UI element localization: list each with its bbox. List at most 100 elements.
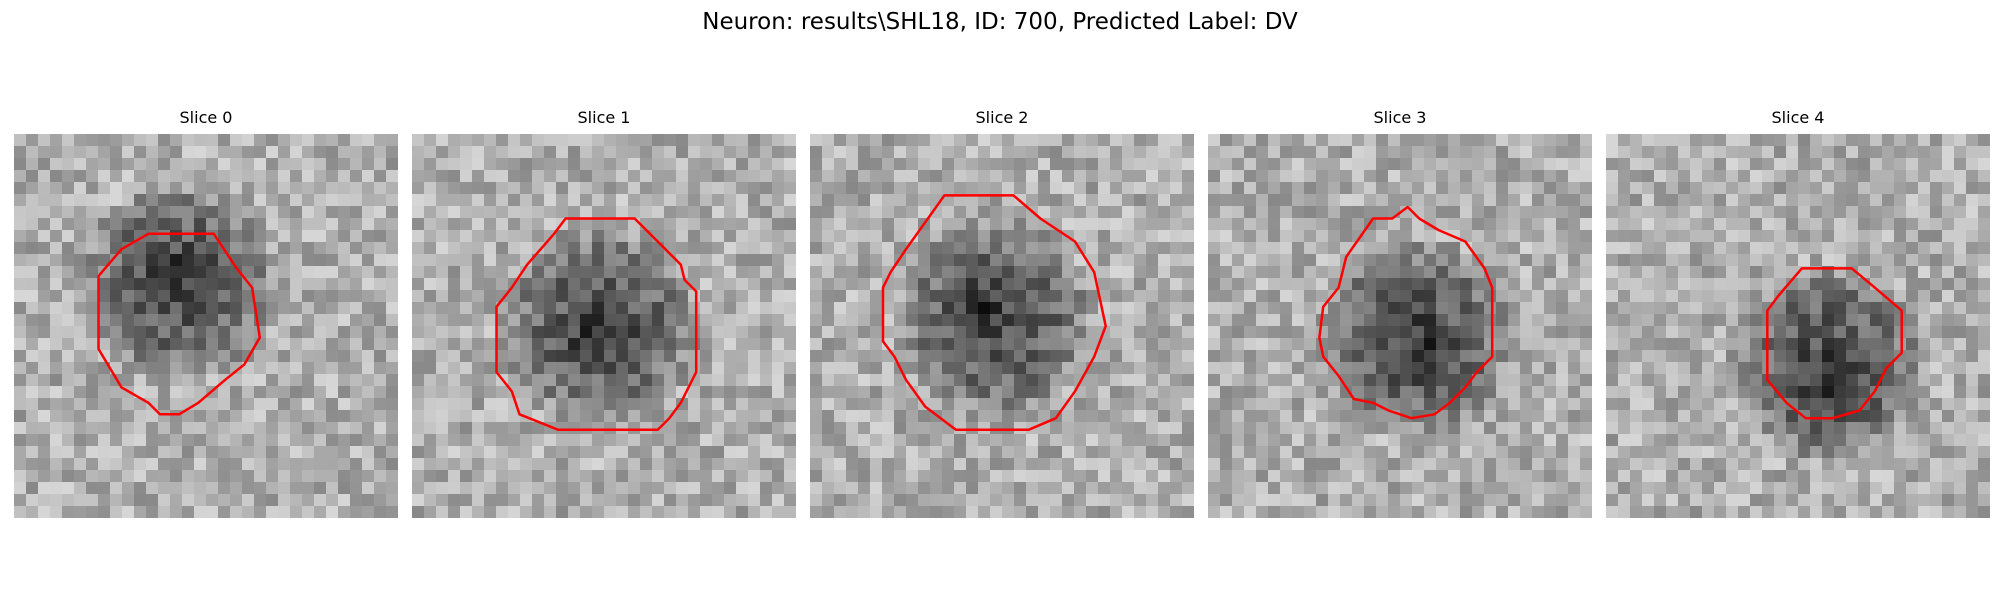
pixel xyxy=(98,434,111,447)
pixel xyxy=(1786,434,1799,447)
pixel xyxy=(748,422,761,435)
pixel xyxy=(568,242,581,255)
pixel xyxy=(1014,254,1027,267)
pixel xyxy=(532,290,545,303)
pixel xyxy=(918,338,931,351)
pixel xyxy=(242,302,255,315)
pixel xyxy=(338,290,351,303)
pixel xyxy=(1786,302,1799,315)
pixel xyxy=(966,410,979,423)
pixel xyxy=(472,206,485,219)
pixel xyxy=(278,266,291,279)
pixel xyxy=(1220,302,1233,315)
pixel xyxy=(1918,434,1931,447)
pixel xyxy=(1532,182,1545,195)
pixel xyxy=(338,362,351,375)
pixel xyxy=(1134,194,1147,207)
pixel xyxy=(1110,482,1123,495)
pixel xyxy=(1232,338,1245,351)
pixel xyxy=(1750,374,1763,387)
pixel xyxy=(182,134,195,147)
pixel xyxy=(1774,386,1787,399)
pixel xyxy=(1364,494,1377,507)
pixel xyxy=(1822,338,1835,351)
pixel xyxy=(918,182,931,195)
pixel xyxy=(1256,458,1269,471)
pixel xyxy=(74,410,87,423)
pixel xyxy=(1810,278,1823,291)
pixel xyxy=(484,194,497,207)
pixel xyxy=(460,482,473,495)
pixel xyxy=(1750,398,1763,411)
pixel xyxy=(1702,230,1715,243)
pixel xyxy=(1532,374,1545,387)
pixel xyxy=(448,470,461,483)
pixel xyxy=(26,266,39,279)
pixel xyxy=(580,422,593,435)
pixel xyxy=(1870,170,1883,183)
pixel xyxy=(1918,194,1931,207)
pixel xyxy=(918,302,931,315)
pixel xyxy=(1256,446,1269,459)
pixel xyxy=(592,278,605,291)
pixel xyxy=(74,374,87,387)
pixel xyxy=(882,326,895,339)
pixel xyxy=(1134,230,1147,243)
pixel xyxy=(460,266,473,279)
pixel xyxy=(1220,494,1233,507)
pixel xyxy=(1846,146,1859,159)
pixel xyxy=(194,290,207,303)
pixel xyxy=(1268,506,1281,518)
pixel xyxy=(1158,350,1171,363)
pixel xyxy=(1340,446,1353,459)
pixel xyxy=(1304,374,1317,387)
pixel xyxy=(1942,326,1955,339)
pixel xyxy=(580,458,593,471)
pixel xyxy=(194,182,207,195)
pixel xyxy=(784,182,796,195)
pixel xyxy=(736,290,749,303)
pixel xyxy=(736,242,749,255)
pixel xyxy=(1930,350,1943,363)
pixel xyxy=(86,134,99,147)
pixel xyxy=(254,254,267,267)
pixel xyxy=(906,422,919,435)
pixel xyxy=(1364,422,1377,435)
pixel xyxy=(1134,326,1147,339)
pixel xyxy=(1870,302,1883,315)
pixel xyxy=(1460,362,1473,375)
pixel xyxy=(86,170,99,183)
pixel xyxy=(858,182,871,195)
pixel xyxy=(460,398,473,411)
pixel xyxy=(1170,278,1183,291)
pixel xyxy=(62,314,75,327)
pixel xyxy=(1930,242,1943,255)
pixel xyxy=(1364,194,1377,207)
pixel xyxy=(1170,146,1183,159)
pixel xyxy=(146,350,159,363)
pixel xyxy=(1472,134,1485,147)
pixel xyxy=(918,134,931,147)
pixel xyxy=(1388,326,1401,339)
pixel xyxy=(724,182,737,195)
pixel xyxy=(350,494,363,507)
pixel xyxy=(1568,410,1581,423)
pixel xyxy=(1894,362,1907,375)
pixel xyxy=(748,482,761,495)
pixel xyxy=(724,194,737,207)
pixel xyxy=(62,374,75,387)
pixel xyxy=(1134,158,1147,171)
pixel xyxy=(978,398,991,411)
pixel xyxy=(206,242,219,255)
pixel xyxy=(1424,398,1437,411)
pixel xyxy=(1110,398,1123,411)
pixel xyxy=(1822,410,1835,423)
pixel xyxy=(1894,158,1907,171)
pixel xyxy=(362,350,375,363)
pixel xyxy=(1520,326,1533,339)
pixel xyxy=(1496,398,1509,411)
pixel xyxy=(1918,182,1931,195)
pixel xyxy=(1762,146,1775,159)
pixel xyxy=(110,266,123,279)
pixel xyxy=(1244,158,1257,171)
